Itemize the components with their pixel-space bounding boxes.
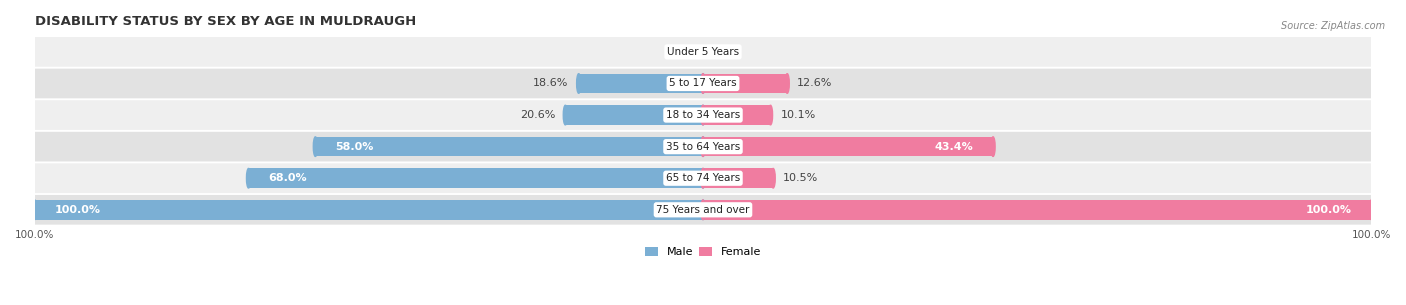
Text: 10.1%: 10.1%	[780, 110, 815, 120]
Bar	[703, 105, 770, 125]
FancyBboxPatch shape	[35, 132, 1371, 161]
Text: 12.6%: 12.6%	[797, 78, 832, 88]
Circle shape	[246, 168, 250, 188]
Text: 10.5%: 10.5%	[783, 173, 818, 183]
Circle shape	[702, 137, 704, 156]
Text: DISABILITY STATUS BY SEX BY AGE IN MULDRAUGH: DISABILITY STATUS BY SEX BY AGE IN MULDR…	[35, 15, 416, 28]
Text: 68.0%: 68.0%	[269, 173, 308, 183]
FancyBboxPatch shape	[35, 163, 1371, 193]
Text: 100.0%: 100.0%	[55, 205, 101, 215]
Text: 18.6%: 18.6%	[533, 78, 568, 88]
Text: 43.4%: 43.4%	[934, 142, 973, 152]
Bar	[565, 105, 703, 125]
Text: 75 Years and over: 75 Years and over	[657, 205, 749, 215]
Circle shape	[564, 105, 568, 125]
Text: 100.0%: 100.0%	[1305, 205, 1351, 215]
Circle shape	[770, 168, 775, 188]
Bar	[703, 74, 787, 93]
Circle shape	[32, 200, 37, 220]
Circle shape	[991, 137, 995, 156]
Text: 0.0%: 0.0%	[665, 47, 693, 57]
Text: Under 5 Years: Under 5 Years	[666, 47, 740, 57]
Circle shape	[702, 168, 704, 188]
Circle shape	[576, 74, 581, 93]
Bar	[703, 137, 993, 156]
Bar	[35, 200, 703, 220]
Circle shape	[702, 74, 704, 93]
Circle shape	[702, 200, 704, 220]
Circle shape	[702, 105, 704, 125]
Circle shape	[769, 105, 772, 125]
FancyBboxPatch shape	[35, 195, 1371, 225]
Circle shape	[702, 137, 704, 156]
FancyBboxPatch shape	[35, 69, 1371, 98]
Bar	[579, 74, 703, 93]
Text: 58.0%: 58.0%	[336, 142, 374, 152]
Circle shape	[702, 168, 704, 188]
Text: 35 to 64 Years: 35 to 64 Years	[666, 142, 740, 152]
Bar	[703, 200, 1371, 220]
Bar	[249, 168, 703, 188]
Text: Source: ZipAtlas.com: Source: ZipAtlas.com	[1281, 21, 1385, 31]
Text: 20.6%: 20.6%	[520, 110, 555, 120]
FancyBboxPatch shape	[35, 100, 1371, 130]
Text: 0.0%: 0.0%	[713, 47, 741, 57]
Circle shape	[702, 105, 704, 125]
Legend: Male, Female: Male, Female	[640, 242, 766, 262]
Text: 65 to 74 Years: 65 to 74 Years	[666, 173, 740, 183]
Bar	[315, 137, 703, 156]
Circle shape	[785, 74, 789, 93]
Text: 5 to 17 Years: 5 to 17 Years	[669, 78, 737, 88]
Circle shape	[314, 137, 318, 156]
Text: 18 to 34 Years: 18 to 34 Years	[666, 110, 740, 120]
Circle shape	[1369, 200, 1374, 220]
Bar	[703, 168, 773, 188]
Circle shape	[702, 200, 704, 220]
FancyBboxPatch shape	[35, 37, 1371, 67]
Circle shape	[702, 74, 704, 93]
